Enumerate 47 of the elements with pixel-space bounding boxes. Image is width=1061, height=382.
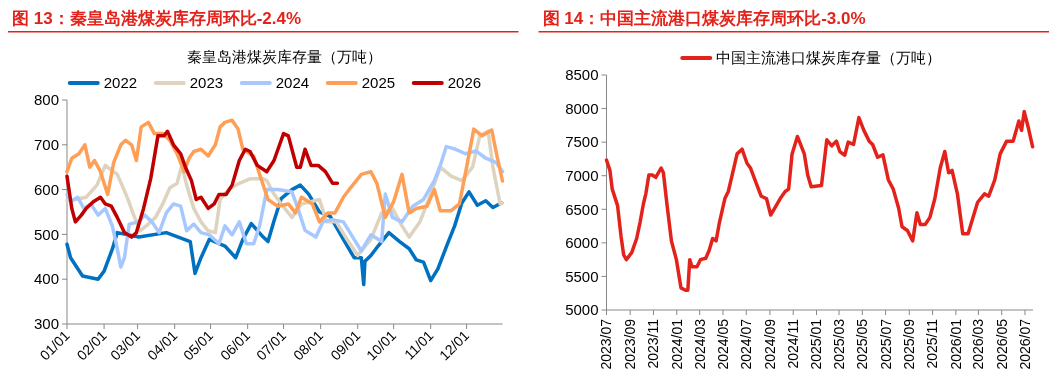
x-tick-label: 2025/09 [901,318,918,370]
y-tick-label: 6000 [565,234,599,252]
line-series [65,183,504,287]
x-tick-label: 2023/11 [645,318,662,369]
legend-label: 2025 [361,74,396,91]
legend-label: 2024 [275,74,310,91]
y-tick-label: 8000 [565,99,599,117]
x-tick-label: 2026/01 [947,318,964,370]
x-tick-label: 2025/05 [854,318,871,370]
x-tick-label: 2024/07 [738,318,755,370]
x-tick-label: 2026/03 [970,318,987,370]
x-tick-label: 2023/07 [598,318,615,370]
x-tick-label: 2026/05 [993,318,1010,370]
y-tick-label: 600 [33,180,59,198]
x-tick-label: 2024/05 [714,318,731,370]
legend-label: 2026 [447,74,482,91]
legend-label: 2023 [189,74,224,91]
x-tick-label: 2024/11 [785,318,802,369]
chart-title: 图 13：秦皇岛港煤炭库存周环比-2.4% [12,9,302,28]
x-tick-label: 2023/09 [622,318,639,370]
x-tick-label: 2024/09 [761,318,778,370]
legend-label: 2022 [103,74,138,91]
y-tick-label: 8500 [565,66,599,84]
chart-title: 图 14：中国主流港口煤炭库存周环比-3.0% [542,9,866,28]
y-tick-label: 7500 [565,133,599,151]
y-tick-label: 800 [33,91,59,109]
y-tick-label: 5000 [565,301,599,319]
y-tick-label: 700 [33,136,59,154]
x-tick-label: 2025/07 [877,318,894,370]
x-tick-label: 2025/03 [830,318,847,370]
x-tick-label: 2025/11 [924,318,941,369]
y-tick-label: 300 [33,315,59,333]
line-series [65,118,505,224]
x-tick-label: 2025/01 [808,318,825,370]
y-tick-label: 5500 [565,267,599,285]
x-tick-label: 2026/07 [1016,318,1033,370]
line-series [65,144,505,269]
y-tick-label: 7000 [565,166,599,184]
line-series [65,129,340,239]
y-tick-label: 400 [33,270,59,288]
x-tick-label: 2024/01 [668,318,685,370]
line-series [604,109,1035,292]
x-tick-label: 2024/03 [691,318,708,370]
chart-subtitle: 秦皇岛港煤炭库存量（万吨） [187,48,383,65]
y-tick-label: 6500 [565,200,599,218]
y-tick-label: 500 [33,225,59,243]
legend-label: 中国主流港口煤炭库存量（万吨） [716,49,942,66]
